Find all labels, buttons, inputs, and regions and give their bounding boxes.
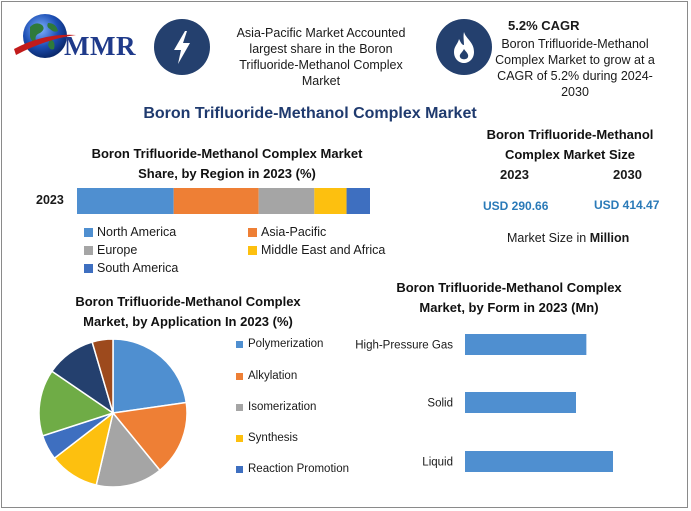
- legend-south-america: South America: [84, 261, 178, 275]
- form-bar-solid: [465, 392, 576, 413]
- form-chart-title: Boron Trifluoride-Methanol Complex Marke…: [396, 280, 622, 315]
- form-bar-liquid: [465, 451, 613, 472]
- market-size-year-2030: 2030: [613, 167, 642, 182]
- market-size-value-2030: USD 414.47: [594, 198, 660, 212]
- legend-swatch: [84, 227, 93, 237]
- header-left-text: Asia-Pacific Market Accounted largest sh…: [236, 26, 406, 88]
- form-category-label: Solid: [427, 398, 453, 410]
- legend-swatch: [236, 434, 243, 442]
- main-title: Boron Trifluoride-Methanol Complex Marke…: [143, 105, 477, 122]
- legend-swatch: [236, 340, 243, 348]
- region-bar-segment-middle-east-and-africa: [314, 188, 347, 214]
- flame-icon: [454, 32, 474, 63]
- logo-text: MMR: [64, 31, 136, 61]
- pie-slice-unlabeled-5: [38, 370, 115, 437]
- form-category-label: High-Pressure Gas: [355, 340, 453, 352]
- legend-swatch: [236, 465, 243, 473]
- region-bar-segment-south-america: [346, 188, 370, 214]
- application-pie-chart: [38, 338, 188, 488]
- form-bar-high-pressure-gas: [465, 334, 587, 355]
- market-size-value-2023: USD 290.66: [483, 199, 549, 213]
- legend-europe: Europe: [84, 243, 137, 257]
- region-chart-category: 2023: [36, 193, 64, 207]
- legend-alkylation: Alkylation: [236, 370, 297, 382]
- legend-middle-east-africa: Middle East and Africa: [248, 243, 385, 257]
- legend-asia-pacific: Asia-Pacific: [248, 225, 326, 239]
- region-stacked-bar: [77, 188, 370, 214]
- region-chart-title: Boron Trifluoride-Methanol Complex Marke…: [91, 146, 363, 181]
- lightning-bolt-icon: [174, 31, 190, 64]
- market-size-year-2023: 2023: [500, 167, 529, 182]
- market-size-unit-prefix: Market Size in: [507, 231, 587, 245]
- cagr-text: Boron Trifluoride-Methanol Complex Marke…: [495, 37, 655, 99]
- legend-swatch: [236, 403, 243, 411]
- legend-swatch: [84, 245, 93, 255]
- legend-reaction-promotion: Reaction Promotion: [236, 463, 349, 475]
- region-bar-segment-north-america: [77, 188, 174, 214]
- legend-swatch: [248, 227, 257, 237]
- legend-polymerization: Polymerization: [236, 338, 323, 350]
- legend-north-america: North America: [84, 225, 176, 239]
- legend-swatch: [236, 372, 243, 380]
- market-size-title: Boron Trifluoride-Methanol Complex Marke…: [486, 127, 654, 162]
- legend-synthesis: Synthesis: [236, 432, 298, 444]
- pie-slice-isomerization: [95, 411, 161, 488]
- legend-swatch: [248, 245, 257, 255]
- application-chart-title: Boron Trifluoride-Methanol Complex Marke…: [75, 294, 301, 329]
- pie-slice-alkylation: [111, 401, 188, 472]
- region-bar-segment-europe: [258, 188, 315, 214]
- header-left-badge: [154, 19, 210, 75]
- globe-logo-icon: [14, 14, 76, 58]
- region-bar-segment-asia-pacific: [173, 188, 259, 214]
- pie-slice-polymerization: [112, 338, 188, 414]
- legend-swatch: [84, 263, 93, 273]
- form-category-label: Liquid: [422, 457, 453, 469]
- header-right-badge: [436, 19, 492, 75]
- cagr-title: 5.2% CAGR: [508, 18, 580, 33]
- market-size-unit: Market Size in Million: [507, 231, 629, 245]
- market-size-unit-bold: Million: [589, 231, 630, 245]
- form-bar-chart: High-Pressure Gas Solid Liquid: [355, 334, 613, 472]
- legend-isomerization: Isomerization: [236, 401, 316, 413]
- pie-slice-unlabeled-7: [91, 338, 114, 414]
